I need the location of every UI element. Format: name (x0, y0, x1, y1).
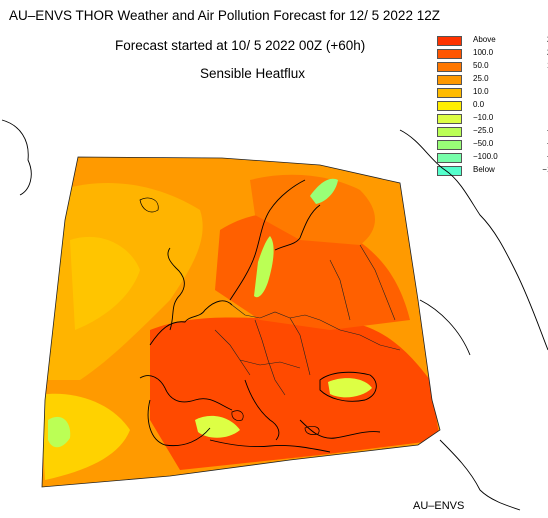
domain-border (41, 156, 441, 488)
coast-greenland (1, 119, 32, 196)
legend-lower-label: 100.0 (473, 48, 494, 57)
border-7 (359, 244, 396, 321)
legend-swatch (437, 49, 462, 59)
field-iberia-coast-cool (48, 416, 71, 448)
coast-baltic (274, 204, 321, 251)
heatflux-field (42, 157, 440, 487)
legend-upper-label: −50.0 (503, 152, 548, 161)
legend-upper-label: −10.0 (503, 126, 548, 135)
legend-upper-label: 100.0 (503, 61, 548, 70)
legend-swatch (437, 101, 462, 111)
credit-label: AU–ENVS (413, 500, 465, 512)
field-atlantic-south (42, 393, 130, 480)
field-gulf-cool (310, 178, 338, 204)
legend-swatch (437, 166, 462, 176)
border-6 (329, 259, 351, 321)
legend-swatch (437, 127, 462, 137)
border-5 (319, 319, 401, 351)
legend-lower-label: −10.0 (473, 113, 494, 122)
coast-italy (244, 379, 280, 441)
coast-turkey (299, 419, 381, 439)
border-2 (214, 329, 251, 376)
coast-iberia-north (139, 375, 233, 411)
coast-caspian (419, 299, 471, 356)
legend-upper-label: −25.0 (503, 139, 548, 148)
legend-upper-label: 200.0 (503, 48, 548, 57)
island-sardinia (231, 410, 244, 421)
legend-lower-label: 25.0 (473, 74, 489, 83)
field-baltic-cool (254, 236, 274, 298)
legend-upper-label: 200.0 (503, 35, 548, 44)
field-land-central (215, 213, 410, 330)
border-3 (254, 319, 286, 396)
coast-scandinavia-west (229, 179, 306, 301)
legend-swatch (437, 36, 462, 46)
legend-swatch (437, 88, 462, 98)
legend-swatch (437, 62, 462, 72)
islands (139, 197, 320, 435)
legend-swatch (437, 140, 462, 150)
legend-lower-label: −25.0 (473, 126, 494, 135)
coast-siberia (399, 129, 548, 351)
legend-lower-label: 0.0 (473, 100, 485, 109)
legend-swatch (437, 153, 462, 163)
island-iceland (139, 197, 159, 213)
legend-upper-label: −100.0 (542, 165, 548, 174)
field-scandinavia (250, 174, 375, 245)
coast-black-sea (319, 371, 377, 402)
coast-britain (167, 247, 185, 331)
coast-north-africa (209, 439, 331, 453)
field-name-label: Sensible Heatflux (200, 66, 306, 81)
legend-lower-label: −100.0 (473, 152, 498, 161)
map-title: AU–ENVS THOR Weather and Air Pollution F… (9, 8, 440, 23)
field-atlantic-light (70, 236, 140, 330)
legend-swatch (437, 75, 462, 85)
border-1 (231, 304, 321, 321)
island-crete (304, 426, 320, 435)
legend-lower-label: 10.0 (473, 87, 489, 96)
coastlines (1, 119, 548, 511)
legend-lower-label: Above (473, 35, 496, 44)
country-borders (214, 244, 401, 396)
border-8 (239, 359, 301, 369)
legend-lower-label: 50.0 (473, 61, 489, 70)
coast-france-north (149, 300, 233, 346)
border-4 (289, 317, 311, 376)
coast-middle-east (439, 439, 521, 511)
legend-swatch (437, 114, 462, 124)
forecast-start-label: Forecast started at 10/ 5 2022 00Z (+60h… (115, 38, 366, 53)
coast-iberia-south (147, 399, 211, 447)
field-black-sea (328, 378, 372, 398)
legend-lower-label: −50.0 (473, 139, 494, 148)
legend-lower-label: Below (473, 165, 495, 174)
